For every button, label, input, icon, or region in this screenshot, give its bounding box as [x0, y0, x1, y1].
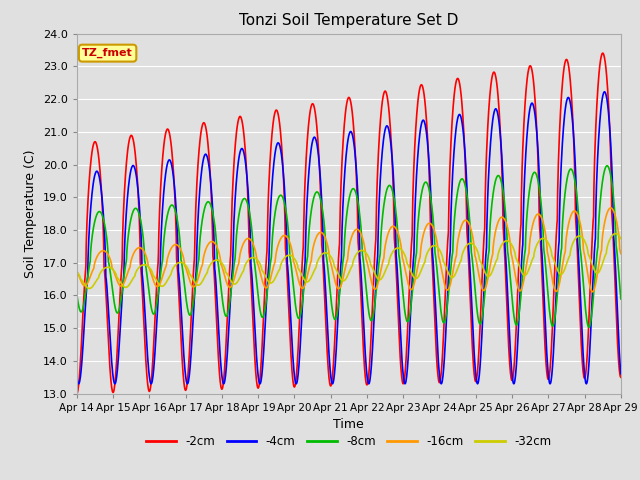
Legend: -2cm, -4cm, -8cm, -16cm, -32cm: -2cm, -4cm, -8cm, -16cm, -32cm	[141, 430, 556, 453]
X-axis label: Time: Time	[333, 418, 364, 431]
Y-axis label: Soil Temperature (C): Soil Temperature (C)	[24, 149, 37, 278]
Title: Tonzi Soil Temperature Set D: Tonzi Soil Temperature Set D	[239, 13, 458, 28]
Text: TZ_fmet: TZ_fmet	[82, 48, 133, 58]
